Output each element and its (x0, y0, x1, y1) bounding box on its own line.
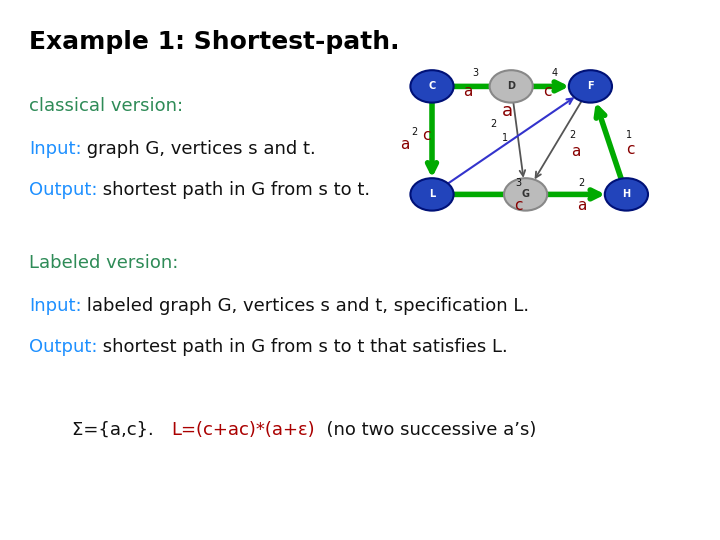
Text: Input:: Input: (29, 140, 81, 158)
Text: Input:: Input: (29, 297, 81, 315)
Text: c: c (543, 84, 552, 99)
Text: 4: 4 (552, 68, 557, 78)
Text: c: c (514, 198, 523, 213)
Text: a: a (577, 198, 587, 213)
Circle shape (504, 178, 547, 211)
Text: classical version:: classical version: (29, 97, 183, 115)
Text: a: a (571, 144, 581, 159)
Text: Labeled version:: Labeled version: (29, 254, 178, 272)
Text: C: C (428, 82, 436, 91)
Text: F: F (587, 82, 594, 91)
Text: graph G, vertices s and t.: graph G, vertices s and t. (81, 140, 316, 158)
Text: 3: 3 (472, 68, 478, 78)
Text: 2: 2 (579, 178, 585, 187)
Text: H: H (622, 190, 631, 199)
Circle shape (569, 70, 612, 103)
Text: c: c (422, 127, 431, 143)
Text: 3: 3 (516, 178, 521, 187)
Text: shortest path in G from s to t.: shortest path in G from s to t. (97, 181, 370, 199)
Circle shape (490, 70, 533, 103)
Text: 1: 1 (626, 130, 631, 140)
Text: c: c (626, 141, 634, 157)
Text: 2: 2 (411, 127, 417, 137)
Circle shape (605, 178, 648, 211)
Text: 2: 2 (570, 130, 575, 140)
Circle shape (410, 178, 454, 211)
Text: 2: 2 (490, 119, 496, 129)
Text: Σ={a,c}.: Σ={a,c}. (72, 421, 171, 439)
Text: D: D (507, 82, 516, 91)
Text: shortest path in G from s to t that satisfies L.: shortest path in G from s to t that sati… (97, 338, 508, 355)
Circle shape (410, 70, 454, 103)
Text: a: a (502, 102, 513, 120)
Text: Output:: Output: (29, 181, 97, 199)
Text: L=(c+ac)*(a+ε): L=(c+ac)*(a+ε) (171, 421, 315, 439)
Text: L: L (429, 190, 435, 199)
Text: a: a (400, 137, 410, 152)
Text: 1: 1 (503, 133, 508, 143)
Text: (no two successive a’s): (no two successive a’s) (315, 421, 536, 439)
Text: Example 1: Shortest-path.: Example 1: Shortest-path. (29, 30, 400, 53)
Text: a: a (463, 84, 473, 99)
Text: Output:: Output: (29, 338, 97, 355)
Text: labeled graph G, vertices s and t, specification L.: labeled graph G, vertices s and t, speci… (81, 297, 529, 315)
Text: G: G (521, 190, 530, 199)
